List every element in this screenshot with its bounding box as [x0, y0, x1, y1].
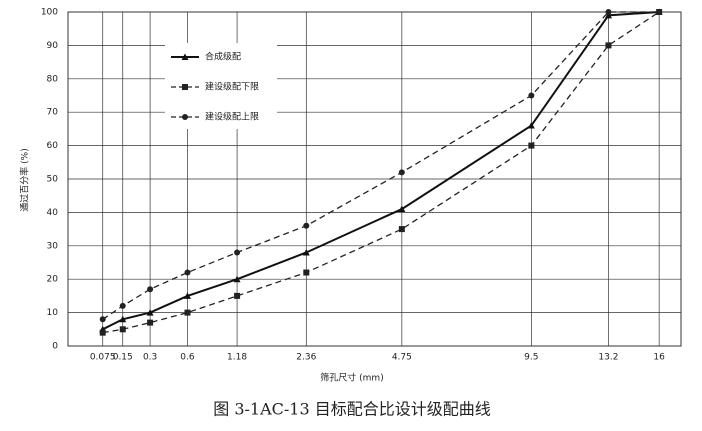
point [528, 142, 535, 149]
legend-marker [182, 84, 188, 90]
y-tick-label: 0 [52, 342, 58, 352]
point [398, 169, 405, 176]
x-tick-label: 16 [653, 353, 665, 363]
point [604, 11, 612, 19]
y-tick-label: 50 [47, 175, 59, 185]
y-tick-label: 60 [47, 141, 59, 151]
x-tick-label: 9.5 [524, 353, 538, 363]
y-tick-label: 20 [47, 275, 59, 285]
y-tick-label: 10 [47, 308, 59, 318]
series-line [102, 11, 660, 334]
point [398, 205, 406, 213]
point [605, 9, 612, 15]
x-tick-label: 1.18 [227, 353, 247, 363]
x-axis-label: 筛孔尺寸 (mm) [320, 372, 383, 384]
x-tick-label: 0.15 [113, 353, 133, 363]
legend-label: 建设级配上限 [205, 111, 259, 123]
x-tick-label: 2.36 [296, 353, 316, 363]
y-tick-label: 80 [47, 74, 59, 84]
y-tick-label: 70 [47, 108, 59, 118]
x-tick-label: 0.3 [143, 353, 157, 363]
point [119, 315, 127, 323]
x-tick-label: 0.075 [90, 353, 116, 363]
point [303, 269, 310, 276]
point [398, 226, 405, 233]
y-tick-label: 40 [47, 208, 59, 218]
point [234, 249, 241, 256]
point [146, 309, 154, 316]
point [656, 9, 663, 15]
x-tick-label: 0.6 [180, 353, 195, 363]
series-line [102, 11, 660, 320]
point [234, 292, 241, 299]
point [147, 286, 154, 293]
point [184, 269, 191, 276]
point [99, 316, 106, 323]
point [527, 122, 535, 129]
point [605, 42, 612, 49]
point [184, 309, 191, 316]
y-tick-label: 100 [41, 8, 58, 18]
point [99, 329, 106, 336]
x-tick-label: 13.2 [598, 353, 618, 363]
caption: 图 3-1AC-13 目标配合比设计级配曲线 [213, 400, 491, 419]
series-line [102, 11, 660, 331]
plot-frame [67, 11, 682, 347]
point [302, 248, 310, 256]
x-tick-label: 4.75 [392, 353, 412, 363]
point [183, 292, 191, 299]
legend-label: 建设级配下限 [205, 81, 259, 93]
point [303, 222, 310, 229]
legend-marker [182, 114, 188, 120]
y-axis-label: 通过百分率 (%) [19, 148, 31, 211]
point [119, 326, 126, 333]
legend-marker [181, 53, 189, 60]
legend-label: 合成级配 [205, 51, 241, 63]
y-tick-label: 90 [47, 41, 59, 51]
point [528, 92, 535, 99]
point [147, 319, 154, 326]
point [119, 302, 126, 309]
point [233, 275, 241, 283]
y-tick-label: 30 [47, 241, 59, 251]
